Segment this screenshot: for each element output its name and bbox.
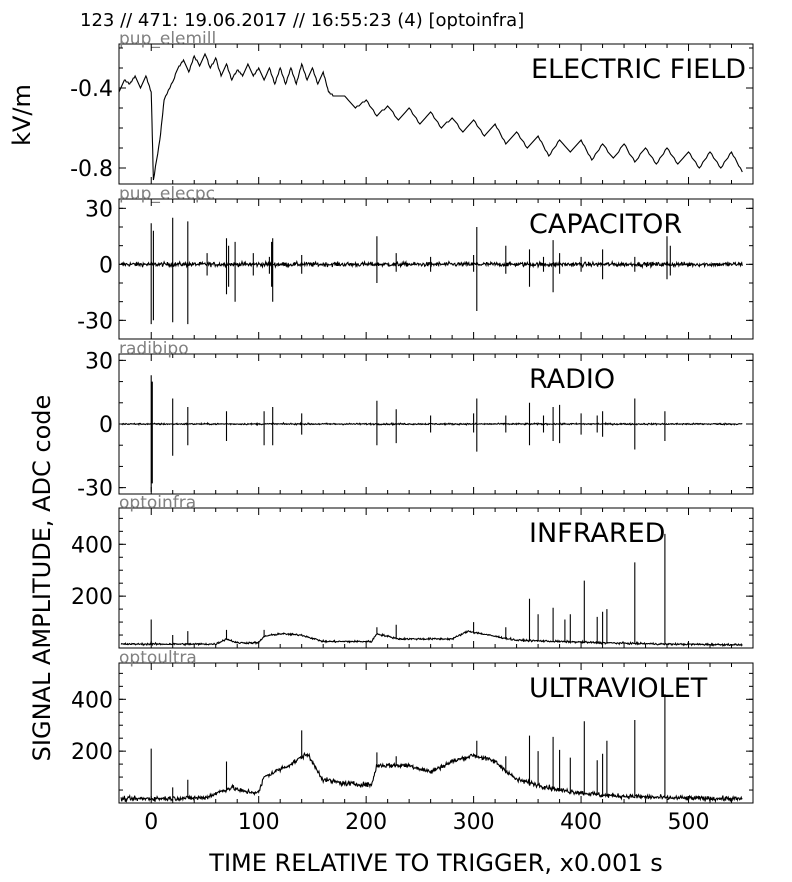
panel-pup_elecpc: pup_elecpc CAPACITOR 30 0 -30 — [77, 184, 754, 340]
panel-title: RADIO — [529, 364, 615, 395]
y-tick-label: -30 — [77, 477, 113, 502]
y-tick-label: 400 — [71, 688, 113, 713]
panel-radibipo: radibipo RADIO 30 0 -30 — [77, 339, 754, 502]
x-axis-label: TIME RELATIVE TO TRIGGER, x0.001 s — [208, 849, 662, 877]
x-tick-label: 100 — [238, 810, 280, 835]
y-tick-label: 400 — [71, 533, 113, 558]
channel-label: pup_elemill — [119, 29, 216, 49]
y-tick-label: 30 — [85, 349, 113, 374]
panel-title: ELECTRIC FIELD — [531, 54, 746, 85]
figure-title: 123 // 471: 19.06.2017 // 16:55:23 (4) [… — [80, 10, 524, 31]
panel-optoultra: optoultra ULTRAVIOLET 400 200 — [71, 648, 754, 804]
y-tick-label: 0 — [99, 413, 113, 438]
y-tick-label: -0.4 — [70, 77, 113, 102]
signal-trace-radibipo — [120, 375, 743, 492]
channel-label: optoinfra — [119, 493, 196, 513]
panel-pup_elemill: pup_elemill ELECTRIC FIELD -0.4 -0.8 — [70, 29, 754, 185]
panel-frame — [118, 43, 754, 185]
x-tick-label: 200 — [345, 810, 387, 835]
channel-label: pup_elecpc — [119, 184, 215, 204]
y-tick-label: 200 — [71, 585, 113, 610]
signal-trace-pup_elemill — [118, 52, 743, 181]
y-tick-label: 30 — [85, 197, 113, 222]
y-tick-label: -0.8 — [70, 157, 113, 182]
panel-frame — [118, 507, 754, 649]
signal-trace-optoinfra — [120, 533, 743, 648]
x-tick-label: 500 — [668, 810, 710, 835]
panel-title: INFRARED — [529, 518, 665, 549]
panel-title: ULTRAVIOLET — [529, 673, 708, 704]
y-tick-label: -30 — [77, 309, 113, 334]
y-tick-label: 200 — [71, 740, 113, 765]
channel-label: radibipo — [119, 339, 189, 359]
x-tick-label: 0 — [144, 810, 158, 835]
panel-title: CAPACITOR — [529, 209, 682, 240]
signal-trace-pup_elecpc — [120, 217, 743, 325]
x-tick-label: 400 — [560, 810, 602, 835]
panel-frame — [118, 198, 754, 340]
signal-trace-optoultra — [120, 694, 743, 804]
shared-y-axis-label: SIGNAL AMPLITUDE, ADC code — [28, 395, 56, 762]
y-tick-label: 0 — [99, 253, 113, 278]
x-tick-label: 300 — [453, 810, 495, 835]
panel-optoinfra: optoinfra INFRARED 400 200 — [71, 493, 754, 649]
panel-frame — [118, 662, 754, 804]
top-y-axis-label: kV/m — [8, 84, 36, 146]
channel-label: optoultra — [119, 648, 197, 668]
x-tick-labels: 0 100 200 300 400 500 — [144, 810, 709, 835]
